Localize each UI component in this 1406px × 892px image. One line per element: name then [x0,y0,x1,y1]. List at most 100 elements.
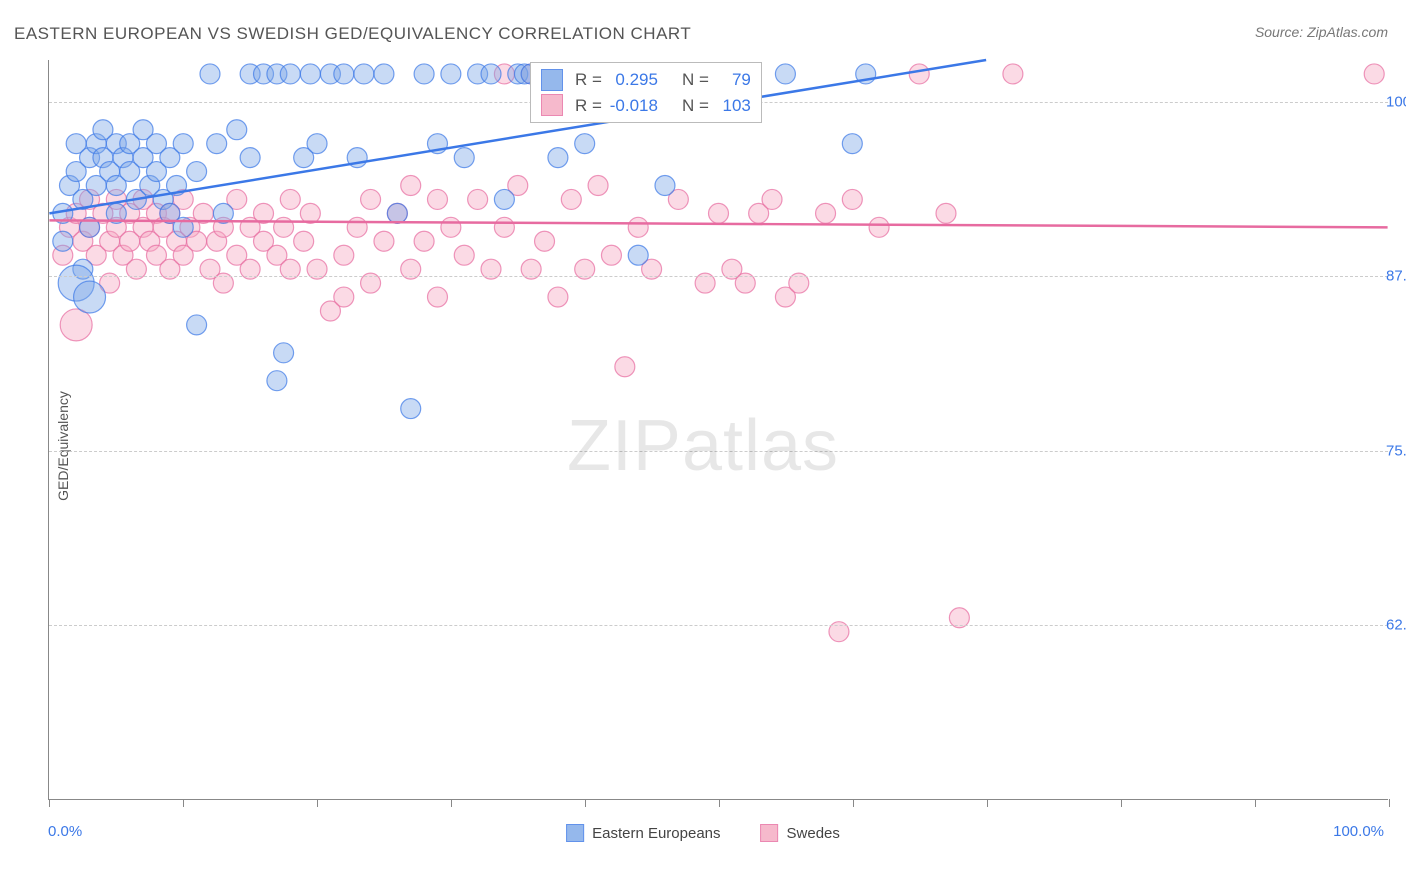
data-point [240,148,260,168]
data-point [374,64,394,84]
data-point [227,120,247,140]
n-label: N = [682,67,709,93]
x-tick [585,799,586,807]
data-point [441,64,461,84]
data-point [401,176,421,196]
data-point [300,64,320,84]
source-label: Source: ZipAtlas.com [1255,24,1388,40]
y-tick-label: 87.5% [1386,268,1406,285]
data-point [334,245,354,265]
data-point [909,64,929,84]
data-point [414,231,434,251]
plot-area: 62.5%75.0%87.5%100.0% [48,60,1388,800]
x-tick [987,799,988,807]
data-point [869,217,889,237]
gridline [49,276,1388,277]
data-point [628,245,648,265]
legend-bottom: Eastern EuropeansSwedes [566,824,840,842]
data-point [588,176,608,196]
data-point [274,343,294,363]
data-point [280,64,300,84]
x-tick [451,799,452,807]
data-point [842,134,862,154]
x-tick [1121,799,1122,807]
legend-label: Swedes [787,825,840,842]
data-point [936,203,956,223]
data-point [187,315,207,335]
r-value: -0.018 [608,93,658,119]
n-value: 103 [715,93,751,119]
y-tick-label: 75.0% [1386,442,1406,459]
x-tick [183,799,184,807]
data-point [548,287,568,307]
data-point [74,281,106,313]
x-tick [1389,799,1390,807]
stats-swatch [541,69,563,91]
data-point [200,64,220,84]
r-label: R = [575,67,602,93]
y-tick-label: 100.0% [1386,93,1406,110]
data-point [494,217,514,237]
data-point [387,203,407,223]
data-point [548,148,568,168]
x-tick [853,799,854,807]
data-point [454,245,474,265]
data-point [361,189,381,209]
data-point [842,189,862,209]
data-point [775,64,795,84]
data-point [427,189,447,209]
data-point [53,231,73,251]
data-point [334,287,354,307]
data-point [307,134,327,154]
data-point [601,245,621,265]
data-point [709,203,729,223]
x-max-label: 100.0% [1333,823,1384,840]
data-point [187,162,207,182]
data-point [655,176,675,196]
data-point [173,134,193,154]
data-point [401,399,421,419]
data-point [441,217,461,237]
data-point [762,189,782,209]
r-label: R = [575,93,602,119]
data-point [300,203,320,223]
data-point [414,64,434,84]
data-point [1003,64,1023,84]
legend-swatch [761,824,779,842]
data-point [628,217,648,237]
data-point [1364,64,1384,84]
data-point [347,217,367,237]
stats-swatch [541,94,563,116]
data-point [354,64,374,84]
gridline [49,625,1388,626]
data-point [816,203,836,223]
data-point [561,189,581,209]
data-point [454,148,474,168]
n-label: N = [682,93,709,119]
x-tick [1255,799,1256,807]
data-point [294,231,314,251]
legend-item: Swedes [761,824,840,842]
stats-legend-box: R =0.295 N =79 R =-0.018 N =103 [530,62,762,123]
x-tick [317,799,318,807]
legend-swatch [566,824,584,842]
data-point [207,134,227,154]
stats-row: R =0.295 N =79 [541,67,751,93]
stats-row: R =-0.018 N =103 [541,93,751,119]
data-point [267,371,287,391]
data-point [280,189,300,209]
r-value: 0.295 [608,67,658,93]
data-point [575,134,595,154]
x-tick [719,799,720,807]
chart-title: EASTERN EUROPEAN VS SWEDISH GED/EQUIVALE… [14,24,691,44]
y-tick-label: 62.5% [1386,617,1406,634]
data-point [334,64,354,84]
data-point [374,231,394,251]
data-point [615,357,635,377]
x-min-label: 0.0% [48,823,82,840]
data-point [494,189,514,209]
x-tick [49,799,50,807]
chart-svg [49,60,1388,799]
n-value: 79 [715,67,751,93]
data-point [427,287,447,307]
